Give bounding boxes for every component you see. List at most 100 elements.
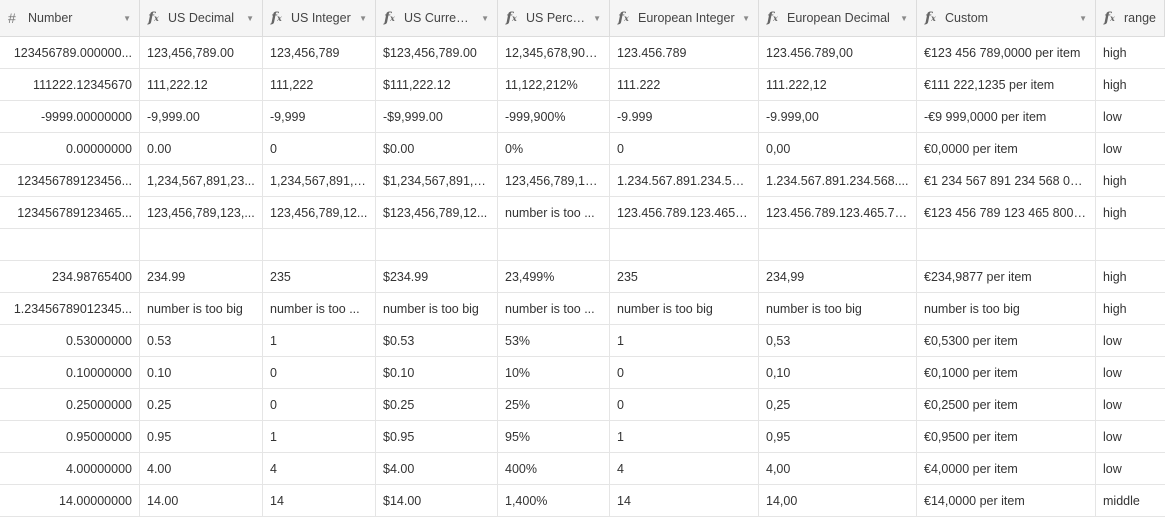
cell-us-percent[interactable]: 0%: [498, 133, 610, 164]
cell-us-decimal[interactable]: 4.00: [140, 453, 263, 484]
cell-custom[interactable]: €0,1000 per item: [917, 357, 1096, 388]
cell-european-integer[interactable]: 0: [610, 133, 759, 164]
cell-us-decimal[interactable]: [140, 229, 263, 260]
cell-number[interactable]: 234.98765400: [0, 261, 140, 292]
cell-custom[interactable]: €4,0000 per item: [917, 453, 1096, 484]
cell-range[interactable]: middle: [1096, 485, 1165, 516]
cell-range[interactable]: low: [1096, 453, 1165, 484]
cell-us-decimal[interactable]: 0.95: [140, 421, 263, 452]
cell-us-percent[interactable]: 12,345,678,900%: [498, 37, 610, 68]
cell-european-integer[interactable]: 4: [610, 453, 759, 484]
cell-european-decimal[interactable]: 0,25: [759, 389, 917, 420]
cell-number[interactable]: 1.23456789012345...: [0, 293, 140, 324]
cell-us-decimal[interactable]: 14.00: [140, 485, 263, 516]
cell-range[interactable]: high: [1096, 69, 1165, 100]
column-header-us-currency[interactable]: f x US Currency ▼: [376, 0, 498, 36]
cell-european-integer[interactable]: 1: [610, 421, 759, 452]
cell-range[interactable]: high: [1096, 165, 1165, 196]
cell-us-integer[interactable]: 1: [263, 325, 376, 356]
cell-us-decimal[interactable]: 123,456,789,123,...: [140, 197, 263, 228]
cell-us-decimal[interactable]: 111,222.12: [140, 69, 263, 100]
cell-us-percent[interactable]: 53%: [498, 325, 610, 356]
cell-custom[interactable]: €0,0000 per item: [917, 133, 1096, 164]
cell-us-integer[interactable]: 14: [263, 485, 376, 516]
cell-us-decimal[interactable]: 0.25: [140, 389, 263, 420]
cell-us-percent[interactable]: 11,122,212%: [498, 69, 610, 100]
chevron-down-icon[interactable]: ▼: [900, 13, 908, 23]
cell-custom[interactable]: number is too big: [917, 293, 1096, 324]
cell-us-currency[interactable]: $0.53: [376, 325, 498, 356]
cell-us-integer[interactable]: 1: [263, 421, 376, 452]
column-header-us-integer[interactable]: f x US Integer ▼: [263, 0, 376, 36]
column-header-range[interactable]: f x range: [1096, 0, 1165, 36]
cell-us-percent[interactable]: -999,900%: [498, 101, 610, 132]
cell-custom[interactable]: €0,5300 per item: [917, 325, 1096, 356]
cell-custom[interactable]: €0,2500 per item: [917, 389, 1096, 420]
cell-european-integer[interactable]: 0: [610, 357, 759, 388]
cell-us-currency[interactable]: $14.00: [376, 485, 498, 516]
cell-us-integer[interactable]: 0: [263, 133, 376, 164]
cell-us-currency[interactable]: $111,222.12: [376, 69, 498, 100]
column-header-european-integer[interactable]: f x European Integer ▼: [610, 0, 759, 36]
cell-custom[interactable]: [917, 229, 1096, 260]
cell-us-decimal[interactable]: 0.00: [140, 133, 263, 164]
cell-number[interactable]: -9999.00000000: [0, 101, 140, 132]
cell-us-percent[interactable]: 400%: [498, 453, 610, 484]
cell-european-decimal[interactable]: -9.999,00: [759, 101, 917, 132]
cell-us-integer[interactable]: 4: [263, 453, 376, 484]
cell-us-currency[interactable]: [376, 229, 498, 260]
cell-us-percent[interactable]: [498, 229, 610, 260]
cell-us-integer[interactable]: 0: [263, 357, 376, 388]
cell-european-integer[interactable]: 235: [610, 261, 759, 292]
cell-us-decimal[interactable]: 1,234,567,891,23...: [140, 165, 263, 196]
cell-us-decimal[interactable]: 234.99: [140, 261, 263, 292]
cell-european-integer[interactable]: 123.456.789: [610, 37, 759, 68]
column-header-us-decimal[interactable]: f x US Decimal ▼: [140, 0, 263, 36]
cell-european-decimal[interactable]: number is too big: [759, 293, 917, 324]
cell-european-integer[interactable]: 1.234.567.891.234.568...: [610, 165, 759, 196]
cell-european-integer[interactable]: -9.999: [610, 101, 759, 132]
cell-us-decimal[interactable]: 0.53: [140, 325, 263, 356]
cell-us-percent[interactable]: 95%: [498, 421, 610, 452]
cell-european-decimal[interactable]: 0,95: [759, 421, 917, 452]
cell-us-integer[interactable]: 123,456,789: [263, 37, 376, 68]
chevron-down-icon[interactable]: ▼: [593, 13, 601, 23]
cell-us-percent[interactable]: number is too ...: [498, 293, 610, 324]
cell-number[interactable]: [0, 229, 140, 260]
cell-number[interactable]: 0.00000000: [0, 133, 140, 164]
cell-custom[interactable]: €123 456 789 123 465 800 0...: [917, 197, 1096, 228]
cell-european-decimal[interactable]: 0,00: [759, 133, 917, 164]
cell-number[interactable]: 0.53000000: [0, 325, 140, 356]
cell-custom[interactable]: €234,9877 per item: [917, 261, 1096, 292]
cell-range[interactable]: low: [1096, 133, 1165, 164]
chevron-down-icon[interactable]: ▼: [481, 13, 489, 23]
cell-range[interactable]: low: [1096, 421, 1165, 452]
cell-european-decimal[interactable]: 123.456.789.123.465.79...: [759, 197, 917, 228]
cell-us-integer[interactable]: 235: [263, 261, 376, 292]
column-header-us-percent[interactable]: f x US Percent ▼: [498, 0, 610, 36]
cell-number[interactable]: 0.10000000: [0, 357, 140, 388]
cell-us-decimal[interactable]: number is too big: [140, 293, 263, 324]
cell-custom[interactable]: -€9 999,0000 per item: [917, 101, 1096, 132]
cell-range[interactable]: low: [1096, 357, 1165, 388]
cell-us-percent[interactable]: 1,400%: [498, 485, 610, 516]
cell-european-integer[interactable]: 111.222: [610, 69, 759, 100]
cell-us-currency[interactable]: $123,456,789,12...: [376, 197, 498, 228]
cell-european-integer[interactable]: 14: [610, 485, 759, 516]
cell-us-currency[interactable]: $234.99: [376, 261, 498, 292]
cell-european-integer[interactable]: 0: [610, 389, 759, 420]
cell-us-currency[interactable]: $0.95: [376, 421, 498, 452]
cell-us-decimal[interactable]: -9,999.00: [140, 101, 263, 132]
cell-number[interactable]: 0.25000000: [0, 389, 140, 420]
column-header-number[interactable]: # Number ▼: [0, 0, 140, 36]
cell-us-integer[interactable]: 123,456,789,12...: [263, 197, 376, 228]
cell-us-percent[interactable]: 25%: [498, 389, 610, 420]
cell-range[interactable]: high: [1096, 293, 1165, 324]
cell-us-currency[interactable]: number is too big: [376, 293, 498, 324]
cell-european-integer[interactable]: number is too big: [610, 293, 759, 324]
cell-range[interactable]: low: [1096, 325, 1165, 356]
cell-european-decimal[interactable]: 234,99: [759, 261, 917, 292]
cell-custom[interactable]: €0,9500 per item: [917, 421, 1096, 452]
chevron-down-icon[interactable]: ▼: [246, 13, 254, 23]
cell-range[interactable]: high: [1096, 197, 1165, 228]
